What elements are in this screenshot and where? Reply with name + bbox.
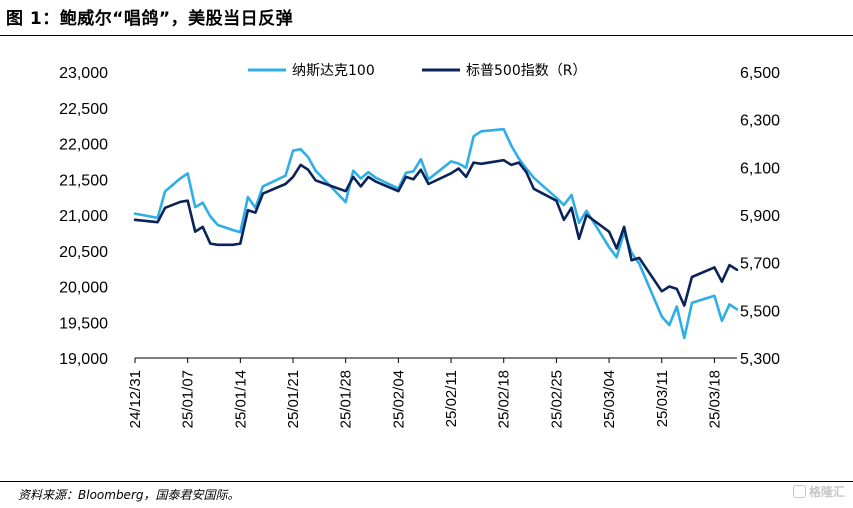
right-tick-label: 5,500: [740, 303, 780, 320]
x-tick-label: 25/02/04: [390, 370, 407, 428]
right-tick-label: 5,900: [740, 208, 780, 225]
right-tick-label: 5,300: [740, 351, 780, 368]
left-tick-label: 22,500: [59, 101, 108, 118]
left-tick-label: 20,500: [59, 244, 108, 261]
x-tick-label: 25/01/14: [232, 370, 249, 428]
legend-label-sp500: 标普500指数（R）: [466, 63, 586, 79]
legend: 纳斯达克100 标普500指数（R）: [248, 63, 586, 79]
watermark-text: 格隆汇: [808, 485, 845, 499]
source-rule: [0, 481, 853, 482]
watermark: 格隆汇: [792, 483, 845, 500]
x-tick-label: 25/02/18: [496, 370, 513, 428]
x-tick-label: 25/02/25: [548, 370, 565, 428]
legend-label-nasdaq: 纳斯达克100: [292, 63, 375, 79]
title-underline: [0, 35, 853, 36]
left-tick-label: 20,000: [59, 280, 108, 297]
left-axis-ticks: 23,000 22,500 22,000 21,500 21,000 20,500 20,0…: [59, 65, 108, 368]
x-tick-label: 25/03/18: [706, 370, 723, 428]
x-tick-label: 25/02/11: [443, 370, 460, 427]
x-axis-ticks: 24/12/31 25/01/07 25/01/14 25/01/21 25/01/28…: [127, 358, 723, 428]
series-line-nasdaq: [133, 127, 739, 340]
x-tick-label: 25/03/11: [654, 370, 671, 427]
chart: 纳斯达克100 标普500指数（R） 23,000 22,500 22,000 21,…: [59, 63, 780, 428]
series-group: [133, 127, 739, 340]
right-tick-label: 6,100: [740, 160, 780, 177]
left-tick-label: 23,000: [59, 65, 108, 82]
series-line-sp500: [133, 158, 739, 307]
left-tick-label: 22,000: [59, 137, 108, 154]
figure-title: 图 1：鲍威尔“唱鸽”，美股当日反弹: [6, 9, 294, 29]
left-tick-label: 21,000: [59, 208, 108, 225]
x-tick-label: 24/12/31: [127, 370, 144, 428]
x-tick-label: 25/03/04: [601, 370, 618, 428]
right-tick-label: 6,300: [740, 113, 780, 130]
watermark-icon: [792, 485, 806, 498]
x-tick-label: 25/01/28: [338, 370, 355, 428]
right-axis-ticks: 6,500 6,300 6,100 5,900 5,700 5,500 5,300: [740, 65, 780, 368]
left-tick-label: 19,500: [59, 315, 108, 332]
right-tick-label: 5,700: [740, 256, 780, 273]
x-tick-label: 25/01/07: [180, 370, 197, 428]
x-tick-label: 25/01/21: [285, 370, 302, 428]
left-tick-label: 21,500: [59, 172, 108, 189]
source-note: 资料来源：Bloomberg，国泰君安国际。: [18, 488, 240, 502]
left-tick-label: 19,000: [59, 351, 108, 368]
right-tick-label: 6,500: [740, 65, 780, 82]
